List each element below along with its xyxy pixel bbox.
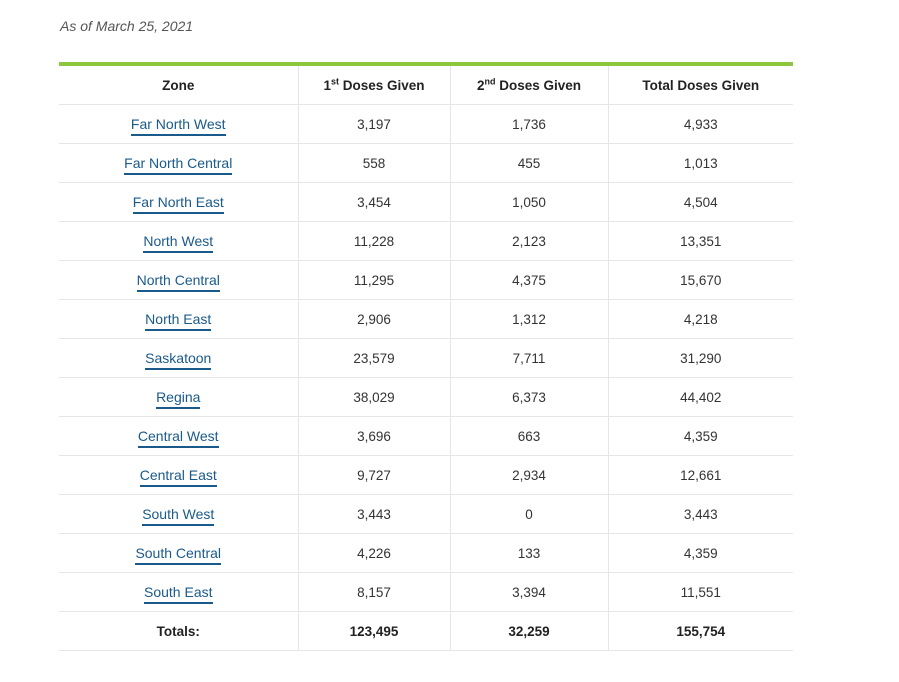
table-header-row: Zone 1st Doses Given 2nd Doses Given Tot… <box>59 66 793 105</box>
totals-total-doses: 155,754 <box>607 611 793 651</box>
total-doses-cell: 12,661 <box>607 455 793 495</box>
table-row: South Central 4,226 133 4,359 <box>59 533 793 573</box>
total-doses-cell: 4,359 <box>607 533 793 573</box>
zone-link[interactable]: Far North Central <box>124 155 233 175</box>
table-row: South West 3,443 0 3,443 <box>59 494 793 534</box>
zone-link[interactable]: North East <box>145 311 212 331</box>
zone-cell: Saskatoon <box>59 338 298 378</box>
first-doses-cell: 4,226 <box>297 533 450 573</box>
first-doses-cell: 558 <box>297 143 450 183</box>
zone-link[interactable]: Regina <box>156 389 201 409</box>
second-doses-cell: 663 <box>449 416 608 456</box>
zone-link[interactable]: Far North East <box>132 194 224 214</box>
zone-link[interactable]: South Central <box>135 545 222 565</box>
total-doses-cell: 4,504 <box>607 182 793 222</box>
total-doses-cell: 1,013 <box>607 143 793 183</box>
total-doses-cell: 11,551 <box>607 572 793 612</box>
total-doses-cell: 4,218 <box>607 299 793 339</box>
first-doses-cell: 38,029 <box>297 377 450 417</box>
zone-link[interactable]: Central West <box>137 428 219 448</box>
table-row: Saskatoon 23,579 7,711 31,290 <box>59 338 793 378</box>
total-doses-cell: 31,290 <box>607 338 793 378</box>
total-doses-cell: 4,359 <box>607 416 793 456</box>
totals-first-doses: 123,495 <box>297 611 450 651</box>
zone-link[interactable]: North Central <box>136 272 220 292</box>
zone-cell: South West <box>59 494 298 534</box>
second-doses-cell: 6,373 <box>449 377 608 417</box>
zone-link[interactable]: South East <box>144 584 213 604</box>
zone-cell: Far North Central <box>59 143 298 183</box>
first-doses-cell: 11,295 <box>297 260 450 300</box>
totals-label: Totals: <box>59 611 298 651</box>
totals-row: Totals: 123,495 32,259 155,754 <box>59 611 793 651</box>
first-doses-cell: 3,696 <box>297 416 450 456</box>
doses-table: Zone 1st Doses Given 2nd Doses Given Tot… <box>59 66 793 651</box>
header-first-doses: 1st Doses Given <box>297 66 450 105</box>
table-accent-bar <box>59 62 793 66</box>
zone-link[interactable]: North West <box>143 233 214 253</box>
zone-cell: South Central <box>59 533 298 573</box>
first-doses-cell: 2,906 <box>297 299 450 339</box>
zone-link[interactable]: Far North West <box>130 116 226 136</box>
doses-table-container: Zone 1st Doses Given 2nd Doses Given Tot… <box>59 62 793 651</box>
second-doses-cell: 2,123 <box>449 221 608 261</box>
zone-link[interactable]: Saskatoon <box>145 350 212 370</box>
zone-cell: North Central <box>59 260 298 300</box>
first-doses-cell: 3,197 <box>297 104 450 144</box>
table-row: Far North East 3,454 1,050 4,504 <box>59 182 793 222</box>
table-row: South East 8,157 3,394 11,551 <box>59 572 793 612</box>
first-doses-cell: 3,443 <box>297 494 450 534</box>
totals-second-doses: 32,259 <box>449 611 608 651</box>
table-row: North Central 11,295 4,375 15,670 <box>59 260 793 300</box>
table-body: Far North West 3,197 1,736 4,933 Far Nor… <box>59 104 793 651</box>
total-doses-cell: 15,670 <box>607 260 793 300</box>
first-doses-cell: 23,579 <box>297 338 450 378</box>
header-zone: Zone <box>59 66 298 105</box>
second-doses-cell: 455 <box>449 143 608 183</box>
first-doses-cell: 3,454 <box>297 182 450 222</box>
table-row: North East 2,906 1,312 4,218 <box>59 299 793 339</box>
total-doses-cell: 44,402 <box>607 377 793 417</box>
zone-cell: Central West <box>59 416 298 456</box>
second-doses-cell: 7,711 <box>449 338 608 378</box>
zone-link[interactable]: Central East <box>139 467 217 487</box>
table-row: Central West 3,696 663 4,359 <box>59 416 793 456</box>
table-row: Central East 9,727 2,934 12,661 <box>59 455 793 495</box>
first-doses-cell: 9,727 <box>297 455 450 495</box>
second-doses-cell: 2,934 <box>449 455 608 495</box>
zone-cell: Regina <box>59 377 298 417</box>
zone-cell: Far North East <box>59 182 298 222</box>
as-of-date: As of March 25, 2021 <box>60 18 194 34</box>
second-doses-cell: 1,050 <box>449 182 608 222</box>
zone-cell: North East <box>59 299 298 339</box>
zone-link[interactable]: South West <box>142 506 215 526</box>
total-doses-cell: 13,351 <box>607 221 793 261</box>
second-doses-cell: 3,394 <box>449 572 608 612</box>
second-doses-cell: 1,736 <box>449 104 608 144</box>
zone-cell: North West <box>59 221 298 261</box>
first-doses-cell: 11,228 <box>297 221 450 261</box>
total-doses-cell: 3,443 <box>607 494 793 534</box>
table-row: Regina 38,029 6,373 44,402 <box>59 377 793 417</box>
zone-cell: Central East <box>59 455 298 495</box>
table-row: Far North Central 558 455 1,013 <box>59 143 793 183</box>
zone-cell: Far North West <box>59 104 298 144</box>
second-doses-cell: 0 <box>449 494 608 534</box>
table-row: Far North West 3,197 1,736 4,933 <box>59 104 793 144</box>
header-total-doses: Total Doses Given <box>607 66 793 105</box>
total-doses-cell: 4,933 <box>607 104 793 144</box>
second-doses-cell: 133 <box>449 533 608 573</box>
second-doses-cell: 4,375 <box>449 260 608 300</box>
second-doses-cell: 1,312 <box>449 299 608 339</box>
first-doses-cell: 8,157 <box>297 572 450 612</box>
zone-cell: South East <box>59 572 298 612</box>
table-row: North West 11,228 2,123 13,351 <box>59 221 793 261</box>
header-second-doses: 2nd Doses Given <box>449 66 608 105</box>
